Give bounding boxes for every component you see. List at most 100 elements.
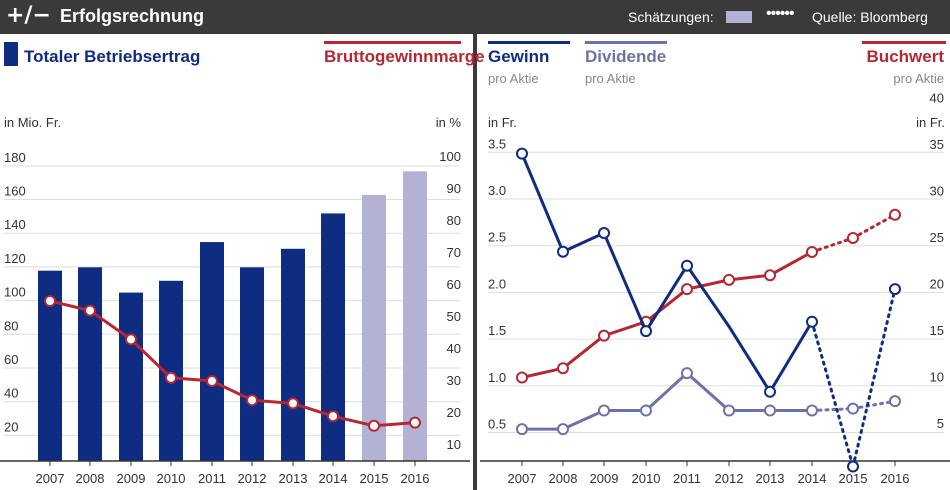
left-x-tick: 2010: [157, 471, 186, 486]
margin-line-segment: [129, 337, 173, 380]
right-chart-right-axis-label: in Fr.: [916, 115, 945, 130]
right-chart-left-tick: 2.0: [488, 276, 506, 291]
right-chart-left-tick: 1.5: [488, 323, 506, 338]
legend-dividend: Dividende: [585, 47, 667, 66]
book-value-line-point: [516, 371, 528, 384]
margin-line-segment: [372, 421, 417, 428]
eps-line-segment: [768, 320, 814, 394]
eps-line-segment: [851, 287, 897, 469]
legend-dividend-line: [585, 41, 667, 44]
book-value-line-segment: [602, 320, 648, 338]
estimate-dots-legend: ••••••: [766, 5, 795, 22]
book-value-line-point: [847, 232, 859, 244]
legend-book-sub: pro Aktie: [893, 71, 944, 86]
right-chart-right-tick: 25: [930, 230, 944, 245]
right-y-tick: 100: [439, 149, 461, 164]
right-chart-left-tick: 3.5: [488, 136, 506, 151]
margin-line-segment: [88, 309, 133, 341]
estimate-swatch: [726, 11, 752, 23]
margin-line-segment: [250, 398, 295, 405]
legend-book: Buchwert: [866, 47, 944, 66]
book-value-line-segment: [851, 213, 897, 240]
dividend-line-point: [847, 402, 859, 415]
revenue-bar: [321, 213, 345, 461]
legend-revenue: Totaler Betriebsertrag: [24, 47, 201, 66]
eps-line-segment: [685, 264, 731, 328]
left-x-tick: 2014: [319, 471, 348, 486]
left-x-tick: 2016: [401, 471, 430, 486]
margin-line-segment: [169, 376, 214, 383]
revenue-bar-estimate: [403, 171, 427, 461]
margin-line-segment: [331, 414, 376, 428]
legend-eps-line: [488, 41, 570, 44]
chart-header: +/− Erfolgsrechnung Schätzungen: •••••• …: [0, 0, 950, 34]
chart-title: Erfolgsrechnung: [60, 6, 205, 26]
left-x-tick: 2007: [36, 471, 65, 486]
dividend-line-point: [806, 404, 818, 417]
book-value-line-segment: [727, 273, 772, 282]
margin-line-point: [368, 419, 380, 432]
right-y-tick: 40: [447, 341, 461, 356]
right-chart-left-tick: 3.0: [488, 183, 506, 198]
book-value-line-point: [764, 269, 776, 282]
margin-line-point: [287, 397, 299, 410]
eps-line-segment: [644, 264, 689, 333]
eps-line-segment: [727, 324, 772, 394]
right-chart-right-tick: 30: [930, 184, 944, 199]
left-y-tick: 160: [4, 184, 26, 199]
left-y-tick: 180: [4, 150, 26, 165]
book-value-line-point: [598, 329, 610, 342]
margin-line-segment: [291, 401, 335, 418]
right-chart-left-axis-label: in Fr.: [488, 115, 517, 130]
right-x-tick: 2015: [839, 471, 868, 486]
dividend-line-point: [723, 404, 735, 417]
right-chart-right-tick: 15: [930, 323, 944, 338]
book-value-line-segment: [768, 250, 814, 277]
dividend-line-segment: [644, 371, 689, 412]
dividend-line-point: [640, 404, 652, 417]
book-value-line-point: [557, 362, 569, 375]
book-value-line-segment: [561, 334, 606, 370]
book-value-line-point: [723, 273, 735, 286]
eps-point: [640, 325, 652, 338]
margin-line-segment: [210, 379, 254, 402]
dividend-line-point: [889, 395, 901, 408]
margin-line-point: [206, 375, 218, 387]
left-y-tick: 60: [4, 352, 18, 367]
right-x-tick: 2010: [632, 471, 661, 486]
book-value-line-point: [681, 283, 693, 296]
margin-line-segment: [48, 299, 92, 313]
book-value-line-point: [889, 208, 901, 221]
right-y-tick: 20: [447, 405, 461, 420]
left-x-tick: 2008: [76, 471, 105, 486]
left-y-tick: 80: [4, 318, 18, 333]
book-value-line-segment: [644, 287, 689, 324]
eps-line-segment: [602, 231, 648, 333]
panel-divider: [473, 34, 477, 490]
margin-line-point: [246, 394, 258, 407]
left-y-tick: 20: [4, 419, 18, 434]
legend-margin-line: [324, 41, 461, 44]
right-y-tick: 80: [447, 213, 461, 228]
dividend-line-segment: [561, 408, 606, 431]
dividend-line-point: [557, 423, 569, 436]
left-x-tick: 2011: [198, 471, 226, 486]
right-chart-left-tick: 0.5: [488, 417, 506, 432]
right-x-tick: 2008: [549, 471, 578, 486]
right-y-tick: 60: [447, 277, 461, 292]
dividend-line-point: [764, 404, 776, 417]
right-y-tick: 50: [447, 309, 461, 324]
left-x-tick: 2013: [279, 471, 308, 486]
revenue-bar: [119, 292, 143, 461]
dividend-line-point: [598, 404, 610, 417]
legend-revenue-swatch: [4, 42, 18, 66]
book-value-line-segment: [520, 366, 565, 379]
left-y-tick: 40: [4, 386, 18, 401]
right-x-tick: 2007: [508, 471, 537, 486]
margin-line-point: [327, 410, 339, 423]
eps-point: [847, 460, 859, 473]
eps-point: [764, 385, 776, 398]
left-y-axis-label: in Mio. Fr.: [4, 115, 61, 130]
right-y-axis-label: in %: [436, 115, 462, 130]
